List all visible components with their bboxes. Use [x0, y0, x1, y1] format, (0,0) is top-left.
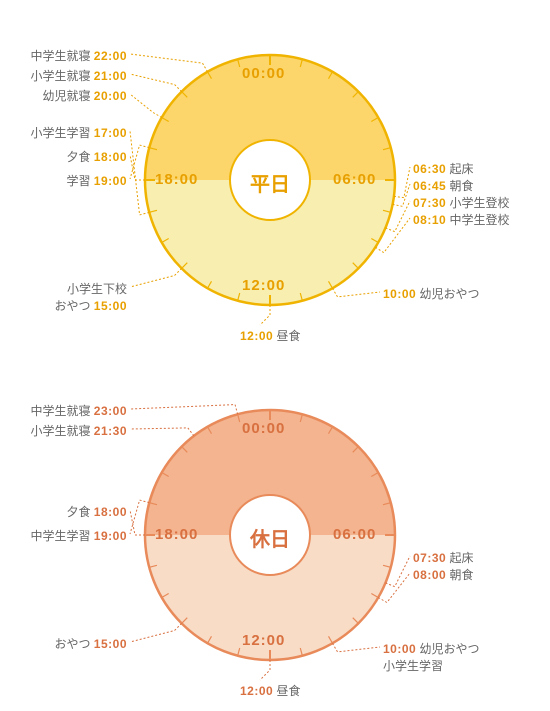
quarter-label-left: 18:00 [155, 526, 198, 543]
clock-holiday: 休日 00:00 06:00 12:00 18:00 07:30 起床08:00 朝食 10… [0, 0, 550, 711]
event-label: 10:00 幼児おやつ小学生学習 [383, 640, 480, 674]
event-label: 08:00 朝食 [413, 566, 474, 583]
quarter-label-bottom: 12:00 [242, 632, 285, 649]
event-label: 夕食 18:00 [66, 503, 127, 520]
event-label: 12:00 昼食 [240, 682, 301, 699]
event-label: おやつ 15:00 [54, 635, 127, 652]
quarter-label-top: 00:00 [242, 420, 285, 437]
event-label: 小学生就寝 21:30 [30, 422, 127, 439]
event-label: 中学生就寝 23:00 [30, 402, 127, 419]
quarter-label-right: 06:00 [333, 526, 376, 543]
event-label: 中学生学習 19:00 [30, 527, 127, 544]
schedule-clocks-canvas: 平日00:0006:0012:0018:0006:30 起床06:45 朝食07… [0, 0, 550, 711]
event-label: 07:30 起床 [413, 549, 474, 566]
clock-title: 休日 [240, 523, 300, 552]
